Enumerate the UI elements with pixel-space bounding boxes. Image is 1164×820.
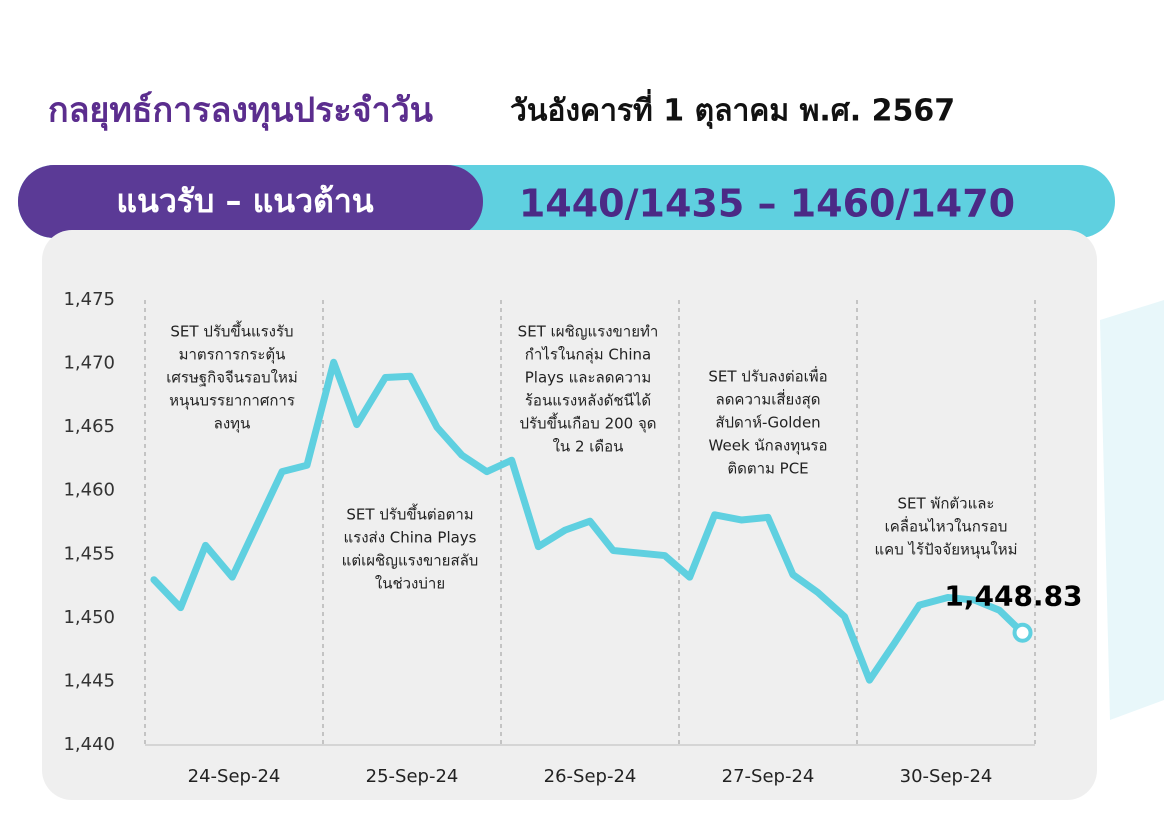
annotation: SET ปรับขึ้นแรงรับ <box>170 321 293 341</box>
annotation: กำไรในกลุ่ม China <box>525 346 651 365</box>
annotation: SET ปรับลงต่อเพื่อ <box>708 366 827 386</box>
y-tick-label: 1,455 <box>63 543 115 564</box>
decoration <box>1100 300 1164 720</box>
annotation: ลงทุน <box>214 415 251 434</box>
annotation: SET พักตัวและ <box>898 495 995 513</box>
annotation: สัปดาห์-Golden <box>715 414 820 432</box>
price-line <box>150 358 1027 684</box>
banner-levels: 1440/1435 – 1460/1470 <box>519 182 1015 226</box>
annotation: SET ปรับขึ้นต่อตาม <box>346 504 473 524</box>
annotation: ในช่วงบ่าย <box>375 575 445 593</box>
x-tick-label: 26-Sep-24 <box>544 766 637 787</box>
value-label: 1,448.83 <box>944 580 1082 613</box>
annotation: แรงส่ง China Plays <box>343 529 476 547</box>
y-tick-label: 1,465 <box>63 416 115 437</box>
annotation: ปรับขึ้นเกือบ 200 จุด <box>519 413 656 434</box>
x-tick-label: 30-Sep-24 <box>900 766 993 787</box>
banner-label-bg <box>18 165 483 238</box>
banner-label: แนวรับ – แนวต้าน <box>116 182 373 220</box>
y-tick-label: 1,450 <box>63 607 115 628</box>
y-tick-label: 1,475 <box>63 289 115 310</box>
annotation: แต่เผชิญแรงขายสลับ <box>342 552 479 570</box>
last-point <box>1012 622 1033 643</box>
annotation: เคลื่อนไหวในกรอบ <box>885 516 1008 536</box>
y-tick-label: 1,440 <box>63 734 115 755</box>
page-title: กลยุทธ์การลงทุนประจำวัน <box>48 91 433 132</box>
annotation: ลดความเสี่ยงสุด <box>716 389 821 410</box>
chart-card <box>42 230 1097 800</box>
x-tick-label: 25-Sep-24 <box>366 766 459 787</box>
annotation: มาตรการกระตุ้น <box>179 346 286 365</box>
annotation: ใน 2 เดือน <box>553 438 624 456</box>
y-tick-label: 1,445 <box>63 670 115 691</box>
annotation: ติดตาม PCE <box>727 460 808 478</box>
x-tick-label: 27-Sep-24 <box>722 766 815 787</box>
y-tick-label: 1,470 <box>63 353 115 374</box>
annotation: หนุนบรรยากาศการ <box>169 392 295 411</box>
plot: 1,440 1,445 1,450 1,455 1,460 1,465 1,470 1,475… <box>63 289 1082 787</box>
annotation: SET เผชิญแรงขายทำ <box>518 323 659 341</box>
annotation: เศรษฐกิจจีนรอบใหม่ <box>166 369 297 387</box>
y-tick-label: 1,460 <box>63 480 115 501</box>
annotation: Plays และลดความ <box>525 369 651 387</box>
page-date: วันอังคารที่ 1 ตุลาคม พ.ศ. 2567 <box>510 89 955 130</box>
annotation: แคบ ไร้ปัจจัยหนุนใหม่ <box>875 541 1018 560</box>
annotation: ร้อนแรงหลังดัชนีได้ <box>525 392 651 410</box>
x-tick-label: 24-Sep-24 <box>188 766 281 787</box>
annotation: Week นักลงทุนรอ <box>709 437 828 456</box>
